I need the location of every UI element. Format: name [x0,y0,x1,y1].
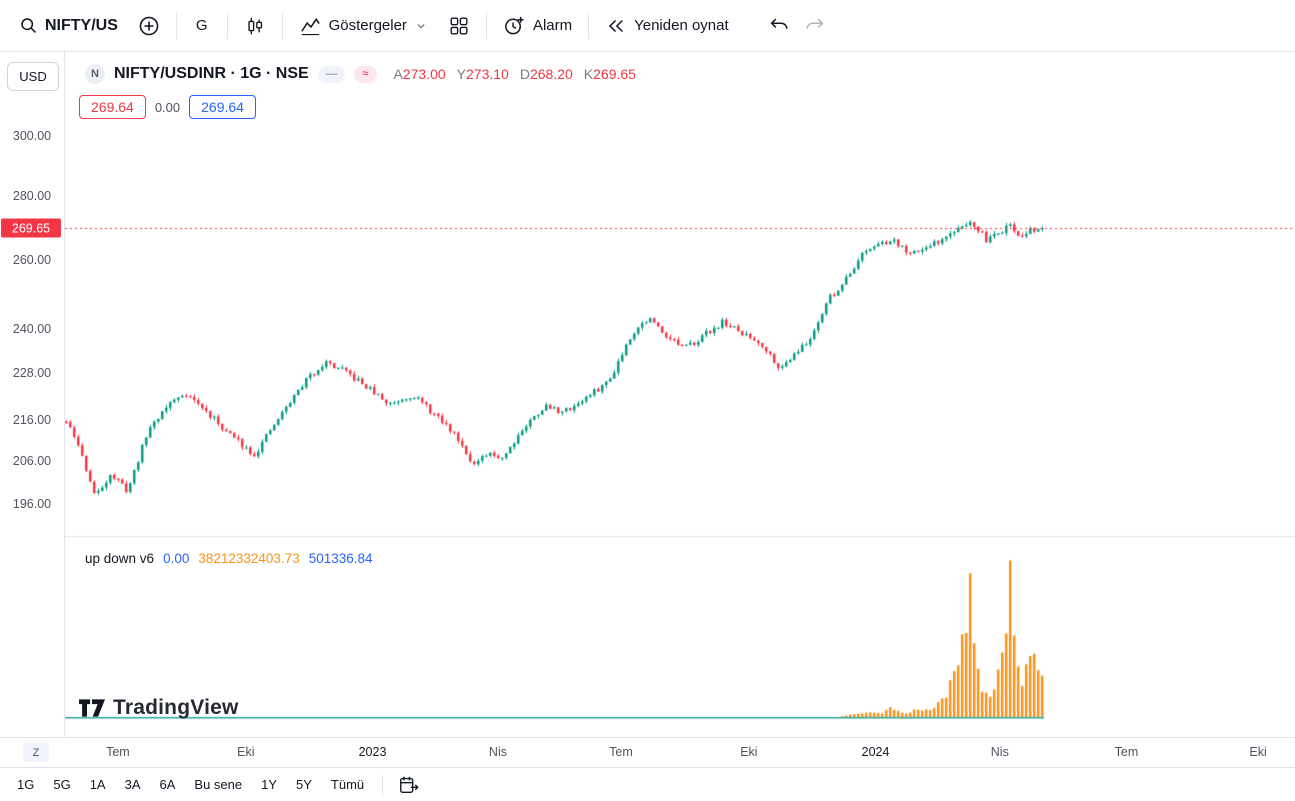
compare-add-button[interactable] [129,9,169,43]
price-chart-canvas[interactable] [65,52,1295,737]
currency-button[interactable]: USD [7,62,59,91]
price-axis[interactable]: USD 300.00 280.00 260.00 240.00 228.00 2… [0,52,65,737]
indicators-label: Göstergeler [328,17,407,34]
range-1d[interactable]: 1G [17,777,35,792]
alarm-clock-icon [503,14,526,37]
time-axis-label: Nis [488,745,507,759]
search-icon [19,16,38,35]
last-price-badge: 269.65 [1,218,61,238]
price-tick: 280.00 [12,188,52,203]
price-tick: 260.00 [12,252,52,267]
toolbar-separator [588,12,590,39]
indicator-value: 38212332403.73 [198,551,300,566]
date-range-toolbar: 1G 5G 1A 3A 6A Bu sene 1Y 5Y Tümü [0,767,1295,801]
indicators-icon [299,14,322,37]
timezone-button[interactable]: Z [23,743,49,762]
range-all[interactable]: Tümü [330,777,365,792]
open-value: 273.00 [402,66,446,82]
replay-label: Yeniden oynat [634,17,729,34]
top-toolbar: NIFTY/US G Göstergeler [0,0,1295,52]
undo-redo-group [768,15,826,37]
price-tick: 216.00 [12,412,52,427]
range-1y[interactable]: 1Y [261,777,278,792]
legend-source-toggle[interactable]: — [317,65,346,83]
range-1m[interactable]: 1A [89,777,106,792]
low-value: 268.20 [529,66,573,82]
price-tick: 196.00 [12,497,52,511]
time-axis-label: Tem [609,745,633,759]
indicator-legend: up down v6 0.00 38212332403.73 501336.84 [85,551,373,566]
toolbar-separator [485,12,487,39]
high-value: 273.10 [466,66,509,82]
time-axis-label: Eki [1249,745,1267,759]
symbol-search-button[interactable]: NIFTY/US [10,10,127,41]
toolbar-separator [226,12,228,39]
indicator-value: 501336.84 [308,551,373,566]
low-label: D [519,66,530,82]
spread-value: 0.00 [154,99,181,115]
replay-button[interactable]: Yeniden oynat [596,9,738,43]
replay-icon [605,15,627,37]
chart-title[interactable]: NIFTY/USDINR · 1G · NSE [114,65,309,82]
range-5d[interactable]: 5G [53,777,71,792]
close-label: K [583,66,594,82]
time-axis-label: Eki [237,745,255,759]
ohlc-values: A 273.00 Y 273.10 D 268.20 K 269.65 [394,66,636,82]
price-tick: 206.00 [12,453,52,468]
time-axis-label: Eki [740,745,758,759]
interval-label: G [195,17,208,34]
symbol-logo: N [85,64,105,84]
price-tick: 300.00 [12,129,52,143]
calendar-goto-icon [398,774,420,796]
interval-button[interactable]: G [184,11,220,40]
symbol-search-label: NIFTY/US [45,16,118,34]
grid-layout-icon [448,15,470,37]
time-axis-label: Tem [1114,745,1139,759]
alert-button[interactable]: Alarm [494,8,581,43]
time-axis-label: Nis [990,745,1009,759]
tradingview-watermark[interactable]: TradingView [79,696,239,720]
undo-icon[interactable] [768,15,790,37]
indicator-name[interactable]: up down v6 [85,551,155,566]
chevron-down-icon [414,19,428,33]
buy-button[interactable]: 269.64 [189,95,256,119]
layout-templates-button[interactable] [439,9,479,43]
price-tick: 228.00 [12,366,52,381]
watermark-text: TradingView [113,696,239,719]
range-3m[interactable]: 3A [124,777,141,792]
range-6m[interactable]: 6A [159,777,176,792]
range-5y[interactable]: 5Y [296,777,312,792]
open-label: A [393,66,403,82]
time-axis-label: 2023 [358,745,387,759]
sell-button[interactable]: 269.64 [79,95,146,119]
close-value: 269.65 [593,66,636,82]
go-to-date-button[interactable] [392,771,426,799]
price-tick: 240.00 [12,321,52,336]
redo-icon[interactable] [804,15,826,37]
chart-style-button[interactable] [235,9,275,43]
toolbar-separator [281,12,283,39]
indicators-button[interactable]: Göstergeler [290,8,437,43]
candlestick-icon [244,15,266,37]
toolbar-separator [175,12,177,39]
time-axis-label: 2024 [861,745,890,759]
indicator-value: 0.00 [163,551,190,566]
time-axis[interactable]: Z Tem Eki 2023 Nis Tem Eki 2024 Nis Tem … [0,737,1295,767]
alert-label: Alarm [532,17,573,34]
range-separator [382,774,384,795]
plus-circle-icon [138,15,160,37]
range-ytd[interactable]: Bu sene [194,777,243,792]
time-axis-label: Tem [106,745,130,759]
legend-approx-toggle[interactable]: ≈ [354,65,377,83]
quote-row: 269.64 0.00 269.64 [79,95,256,119]
high-label: Y [456,66,467,82]
tradingview-logo-icon [79,699,106,717]
